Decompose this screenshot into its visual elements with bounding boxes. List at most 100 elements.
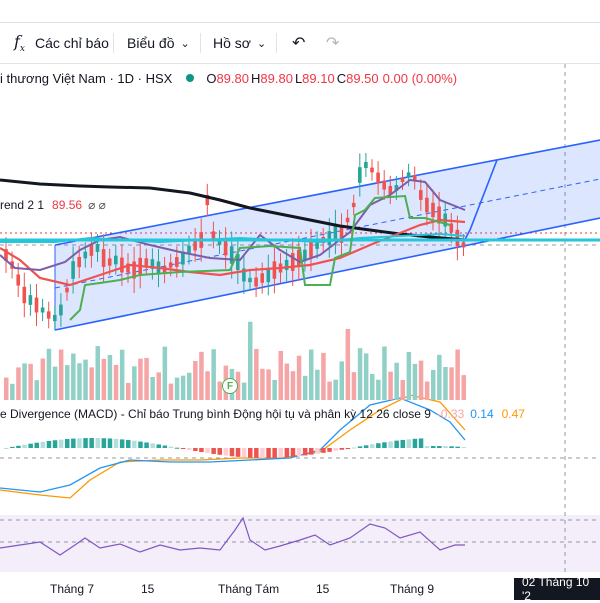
macd-hist-bar xyxy=(138,441,143,448)
volume-bar xyxy=(424,381,430,400)
macd-hist-bar xyxy=(254,448,259,458)
macd-hist-bar xyxy=(217,448,222,455)
volume-bar xyxy=(65,365,70,400)
candle-body xyxy=(382,180,386,190)
candle-body xyxy=(83,251,88,259)
candle-body xyxy=(217,239,222,245)
fx-icon[interactable]: fx xyxy=(14,31,25,55)
volume-bar xyxy=(193,361,198,400)
volume-bar xyxy=(406,351,412,400)
signal-value: 0.47 xyxy=(501,407,525,421)
macd-hist-bar xyxy=(193,448,198,451)
candle-body xyxy=(290,253,295,271)
channel-upper xyxy=(54,139,600,246)
volume-bar xyxy=(309,349,314,400)
macd-hist-bar xyxy=(132,440,137,448)
candle-body xyxy=(351,202,356,208)
candle-body xyxy=(248,277,252,283)
market-status-dot xyxy=(186,74,195,82)
candle-body xyxy=(315,241,319,249)
x-axis-label: 15 xyxy=(316,582,330,596)
supertrend-label: rend 2 1 xyxy=(0,198,45,212)
macd-hist-bar xyxy=(113,438,119,448)
volume-bar xyxy=(315,369,320,400)
ma-black-line xyxy=(0,178,466,242)
macd-hist-bar xyxy=(162,445,168,448)
macd-hist-bar xyxy=(229,448,235,457)
volume-bar xyxy=(119,349,125,400)
macd-hist-bar xyxy=(235,448,241,457)
macd-hist-bar xyxy=(290,448,296,457)
low-value: 89.10 xyxy=(302,70,335,86)
volume-bar xyxy=(412,363,418,400)
volume-bar xyxy=(327,381,332,400)
visibility-icon[interactable]: ⌀ ⌀ xyxy=(88,198,106,212)
volume-bar xyxy=(71,353,76,400)
candle-body xyxy=(40,307,45,313)
macd-hist-bar xyxy=(156,444,161,448)
volume-bar xyxy=(272,379,277,400)
volume-bar xyxy=(376,379,381,400)
macd-hist-bar xyxy=(168,446,174,448)
supertrend-legend[interactable]: rend 2 1 89.56 ⌀ ⌀ xyxy=(0,198,106,212)
macd-signal-line xyxy=(0,394,466,499)
macd-hist-bar xyxy=(28,443,33,448)
candle-body xyxy=(168,262,173,268)
candle-body xyxy=(266,267,271,283)
candle-body xyxy=(205,194,210,206)
macd-hist-bar xyxy=(272,448,277,458)
volume-bar xyxy=(284,363,290,400)
undo-icon[interactable]: ↶ xyxy=(292,35,306,52)
indicators-label: Các chỉ báo xyxy=(35,35,109,51)
volume-bar xyxy=(449,367,454,400)
profile-button[interactable]: Hồ sơ ⌄ xyxy=(213,23,266,63)
macd-legend[interactable]: e Divergence (MACD) - Chỉ báo Trung bình… xyxy=(0,407,525,421)
candle-body xyxy=(132,261,136,279)
candle-body xyxy=(16,274,20,286)
macd-line xyxy=(0,397,466,493)
volume-bar xyxy=(431,369,436,400)
macd-hist-bar xyxy=(144,442,149,448)
indicators-button[interactable]: Các chỉ báo xyxy=(35,23,109,63)
volume-bar xyxy=(89,367,94,400)
macd-hist-bar xyxy=(248,448,253,458)
macd-hist-bar xyxy=(71,438,76,448)
candle-body xyxy=(284,259,289,271)
macd-hist-bar xyxy=(205,448,210,454)
candle-body xyxy=(364,161,368,169)
redo-icon[interactable]: ↷ xyxy=(326,35,340,52)
candle-body xyxy=(358,167,362,183)
candle-body xyxy=(77,256,81,268)
volume-bar xyxy=(443,367,448,400)
candle-body xyxy=(89,244,94,256)
macd-hist-bar xyxy=(333,448,338,451)
volume-bar xyxy=(113,364,119,400)
macd-hist-bar xyxy=(46,440,52,448)
macd-hist-bar xyxy=(95,438,100,448)
candle-body xyxy=(345,217,350,223)
macd-hist-bar xyxy=(101,438,107,448)
volume-bar xyxy=(22,363,27,400)
candle-body xyxy=(297,249,301,267)
open-label: O xyxy=(206,70,217,86)
volume-bar xyxy=(351,372,357,400)
symbol-title[interactable]: i thương Việt Nam · 1D · HSX xyxy=(0,70,173,86)
candle-body xyxy=(376,172,380,184)
candle-body xyxy=(236,253,240,271)
volume-bar xyxy=(132,366,137,400)
candle-body xyxy=(437,206,441,224)
volume-bar xyxy=(321,352,326,400)
change-value: 0.00 (0.00%) xyxy=(382,70,458,86)
volume-bar xyxy=(58,349,64,400)
candle-body xyxy=(242,268,246,282)
macd-hist-bar xyxy=(461,447,466,449)
charts-button[interactable]: Biểu đồ ⌄ xyxy=(127,23,190,63)
volume-bar xyxy=(278,350,283,400)
financials-marker-icon[interactable]: F xyxy=(222,378,238,394)
candle-body xyxy=(193,239,197,251)
macd-hist-bar xyxy=(382,442,387,448)
volume-bar xyxy=(95,346,100,400)
candle-body xyxy=(394,185,399,191)
macd-hist-bar xyxy=(266,448,271,458)
